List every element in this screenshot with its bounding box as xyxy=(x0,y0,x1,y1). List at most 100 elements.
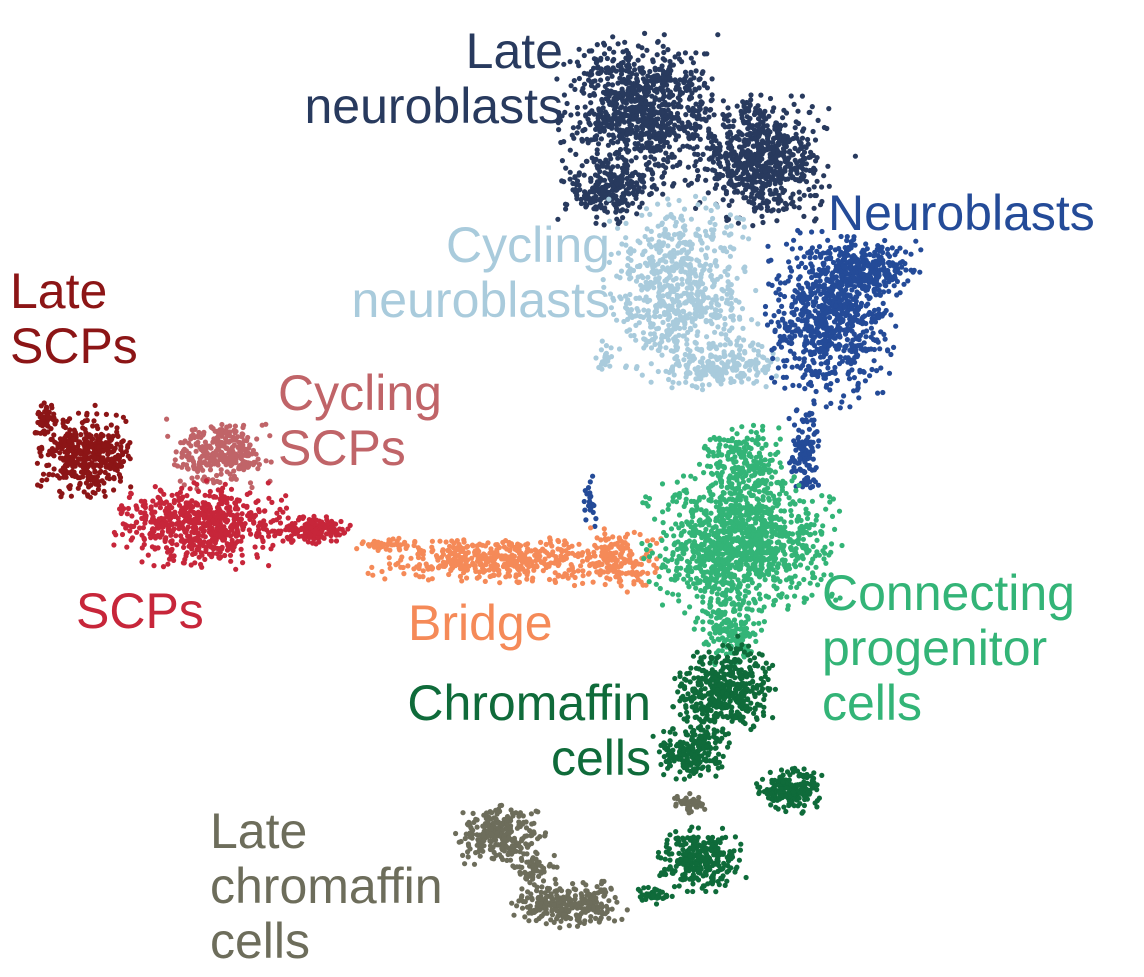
cell-point xyxy=(707,107,713,113)
cell-point xyxy=(83,480,89,486)
cell-point xyxy=(592,172,599,178)
cell-point xyxy=(120,414,126,420)
cell-point xyxy=(571,78,577,84)
cell-point xyxy=(831,284,837,290)
cell-point xyxy=(658,243,664,249)
cell-point xyxy=(759,343,765,350)
cell-point xyxy=(233,451,239,457)
cell-point xyxy=(639,123,645,129)
cell-point xyxy=(797,196,803,202)
cell-point xyxy=(604,87,610,93)
cell-point xyxy=(802,386,808,392)
cell-point xyxy=(695,364,701,371)
cell-point xyxy=(693,376,699,382)
cell-point xyxy=(807,109,813,115)
cell-point xyxy=(619,172,626,178)
cell-point xyxy=(657,281,663,287)
cell-point xyxy=(664,69,670,75)
cell-point xyxy=(674,295,681,301)
cell-point xyxy=(751,360,757,366)
cell-point xyxy=(787,171,794,177)
cell-point xyxy=(798,145,804,151)
cell-point xyxy=(877,346,883,352)
cell-point xyxy=(49,405,55,411)
cell-point xyxy=(608,156,614,162)
cell-point xyxy=(810,337,816,343)
cell-point xyxy=(706,126,712,132)
cell-point xyxy=(806,455,813,461)
cell-point xyxy=(767,187,773,194)
cell-point xyxy=(683,112,689,118)
cell-point xyxy=(790,382,796,388)
cell-point xyxy=(251,459,257,465)
cell-point xyxy=(774,164,780,170)
cell-point xyxy=(717,342,723,348)
cell-point xyxy=(887,263,893,269)
cell-point xyxy=(652,314,659,320)
cell-point xyxy=(667,58,673,65)
cell-point xyxy=(620,207,626,213)
cell-point xyxy=(575,111,581,117)
cell-point xyxy=(836,284,842,290)
cell-point xyxy=(644,47,650,53)
cell-point xyxy=(568,83,574,89)
cell-point xyxy=(643,342,649,348)
cell-point xyxy=(842,345,848,351)
cell-point xyxy=(602,355,608,361)
cell-point xyxy=(637,105,643,111)
cell-point xyxy=(812,308,818,314)
cell-point xyxy=(778,185,785,191)
cell-point xyxy=(765,243,771,249)
cell-point xyxy=(776,297,782,303)
cell-point xyxy=(708,98,714,104)
cell-point xyxy=(823,309,830,315)
cell-point xyxy=(745,376,752,382)
cell-point xyxy=(849,304,855,310)
cell-point xyxy=(685,272,692,278)
cell-point xyxy=(820,250,826,256)
cell-point xyxy=(561,61,567,67)
cell-point xyxy=(696,258,702,264)
cell-point xyxy=(662,99,668,105)
cell-point xyxy=(665,87,671,93)
cell-point xyxy=(807,167,813,174)
cell-point xyxy=(660,293,666,299)
cell-point xyxy=(683,379,689,385)
cell-point xyxy=(598,77,604,83)
cell-point xyxy=(688,256,694,262)
cell-point xyxy=(725,173,731,179)
cell-point xyxy=(659,332,665,339)
cell-point xyxy=(601,51,608,57)
cell-point xyxy=(813,216,819,222)
cell-point xyxy=(729,325,735,331)
cell-point xyxy=(805,136,811,143)
cell-point xyxy=(651,182,657,189)
cell-point xyxy=(861,248,867,254)
cell-point xyxy=(108,422,114,428)
cell-point xyxy=(626,119,632,125)
cell-point xyxy=(623,235,629,241)
cell-point xyxy=(188,436,194,442)
cell-point xyxy=(821,303,828,309)
cell-point xyxy=(556,109,562,116)
cell-point xyxy=(816,244,823,250)
cell-point xyxy=(626,65,633,71)
cell-point xyxy=(741,195,747,201)
cell-point xyxy=(668,211,674,218)
cell-point xyxy=(813,388,819,395)
cell-point xyxy=(663,165,669,171)
cell-point xyxy=(764,357,771,363)
cell-point xyxy=(268,459,274,465)
cell-point xyxy=(699,387,706,393)
cell-point xyxy=(633,72,640,78)
cell-point xyxy=(229,476,235,482)
cell-point xyxy=(796,205,802,211)
cell-point xyxy=(692,124,698,130)
cell-point xyxy=(832,247,838,253)
cell-point xyxy=(611,49,617,55)
cell-point xyxy=(608,178,615,184)
cell-point xyxy=(671,348,677,354)
cell-point xyxy=(694,177,701,183)
cell-point xyxy=(107,438,113,444)
cell-point xyxy=(761,181,767,187)
